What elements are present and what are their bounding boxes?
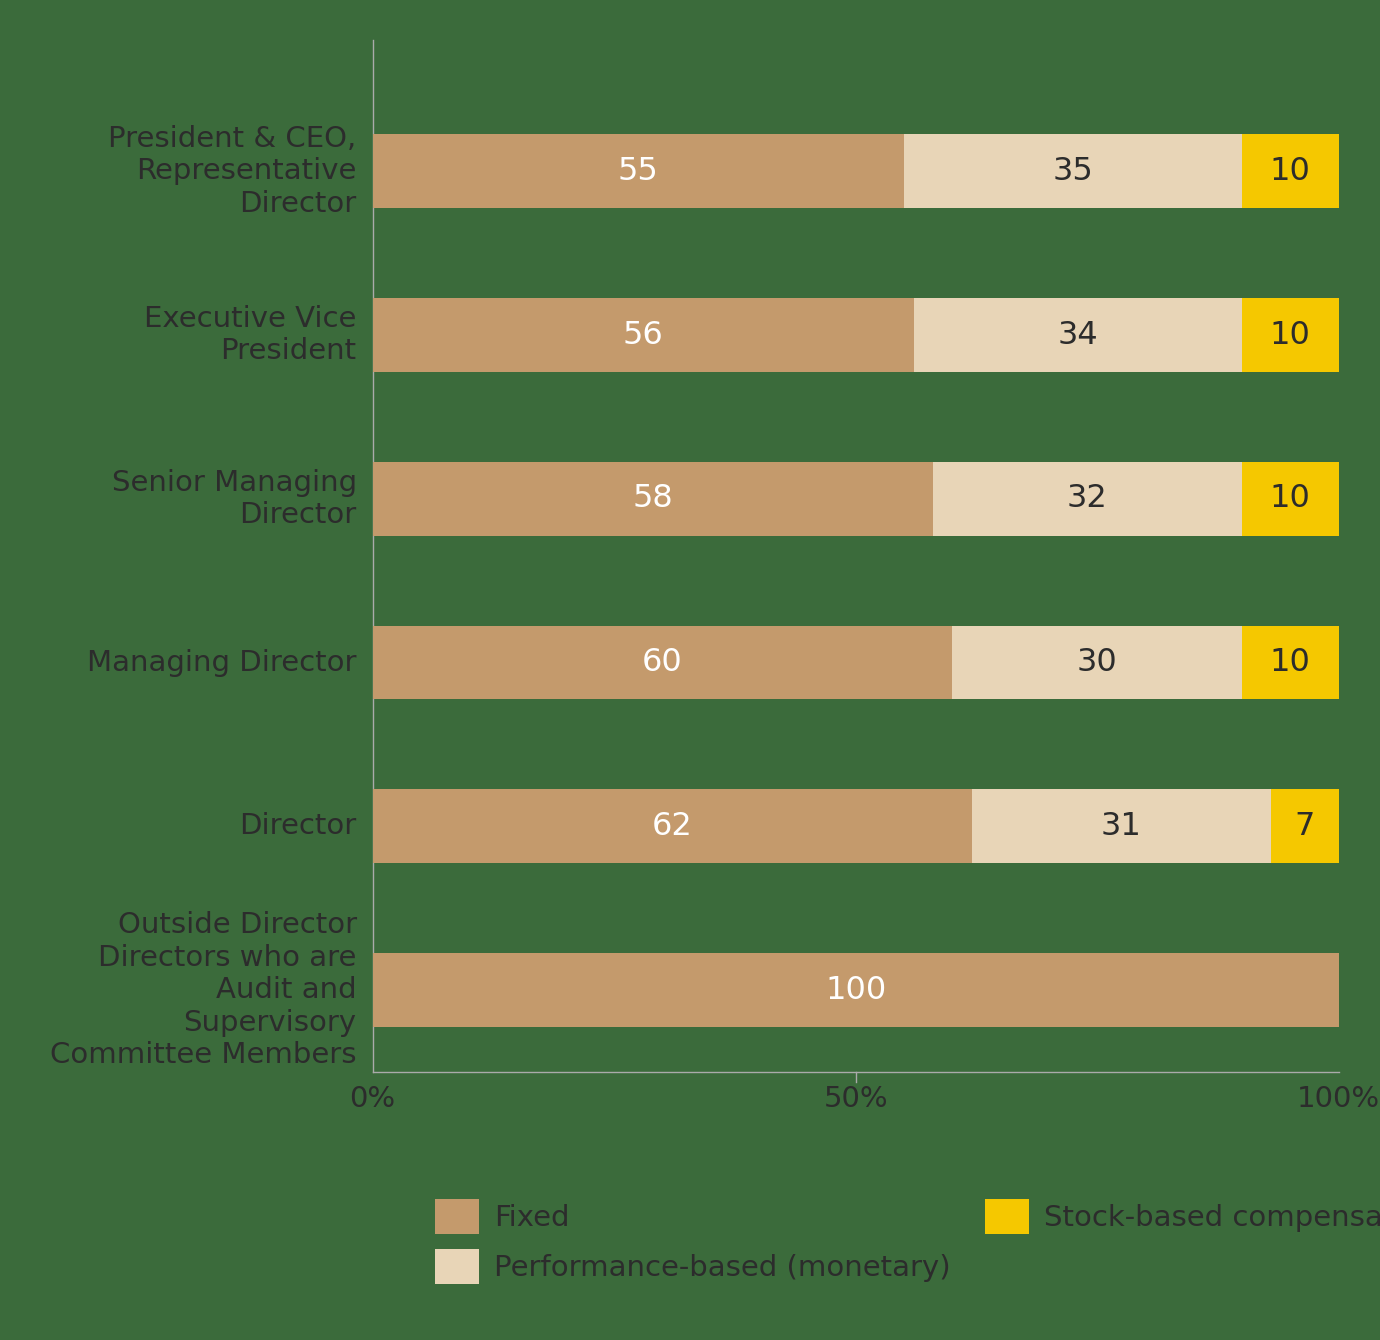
Bar — [1271, 789, 1339, 863]
Text: 56: 56 — [622, 319, 664, 351]
Bar — [373, 462, 933, 536]
Text: 10: 10 — [1270, 319, 1311, 351]
Bar — [373, 789, 972, 863]
Text: 31: 31 — [1101, 811, 1141, 842]
Bar — [972, 789, 1271, 863]
Text: 10: 10 — [1270, 647, 1311, 678]
Bar — [1242, 134, 1339, 208]
Text: 10: 10 — [1270, 484, 1311, 515]
Text: 32: 32 — [1067, 484, 1108, 515]
Text: 60: 60 — [642, 647, 683, 678]
Bar — [904, 134, 1242, 208]
Text: 30: 30 — [1076, 647, 1118, 678]
Text: 34: 34 — [1057, 319, 1098, 351]
Bar — [1242, 626, 1339, 699]
Text: 58: 58 — [632, 484, 673, 515]
Bar — [373, 626, 952, 699]
Text: 35: 35 — [1053, 155, 1093, 186]
Bar — [952, 626, 1242, 699]
Bar — [373, 299, 914, 373]
Text: 10: 10 — [1270, 155, 1311, 186]
Bar — [373, 134, 904, 208]
Bar — [1242, 462, 1339, 536]
Legend: Fixed, Performance-based (monetary), Stock-based compensation: Fixed, Performance-based (monetary), Sto… — [436, 1199, 1380, 1285]
Text: 55: 55 — [618, 155, 658, 186]
Bar — [914, 299, 1242, 373]
Text: 100: 100 — [825, 974, 886, 1005]
Text: 62: 62 — [651, 811, 693, 842]
Bar — [373, 953, 1339, 1026]
Bar — [933, 462, 1242, 536]
Text: 7: 7 — [1294, 811, 1315, 842]
Bar — [1242, 299, 1339, 373]
